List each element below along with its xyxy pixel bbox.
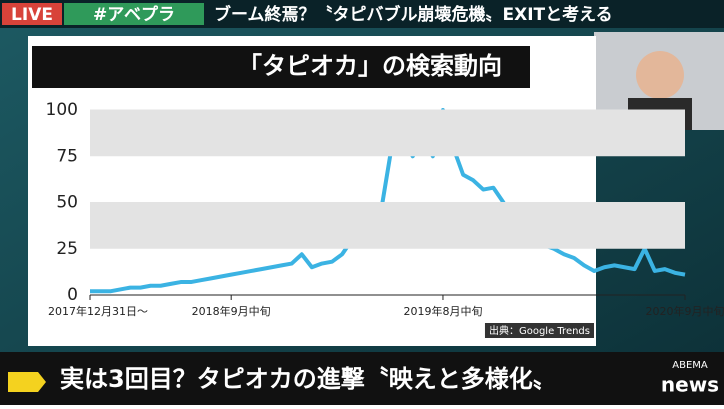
y-tick-label: 50 — [56, 193, 78, 213]
tag-text: #アベプラ — [93, 4, 175, 25]
y-tick-label: 75 — [56, 146, 78, 166]
logo-bottom: news — [661, 373, 719, 397]
headline: ブーム終焉？〝タピバブル崩壊危機〟EXITと考える — [214, 4, 613, 25]
x-tick-label: 2019年8月中旬 — [403, 304, 482, 318]
live-text: LIVE — [11, 5, 53, 25]
y-tick-label: 100 — [46, 100, 78, 120]
y-tick-label: 25 — [56, 239, 78, 259]
y-tick-label: 0 — [67, 285, 78, 305]
x-tick-label: 2020年9月中旬 — [646, 304, 724, 318]
grid-band — [90, 110, 685, 156]
person — [636, 51, 684, 99]
caption-icon — [8, 372, 46, 392]
caption-text: 実は3回目？タピオカの進撃〝映えと多様化〟 — [60, 365, 557, 393]
x-tick-label: 2017年12月31日～ — [48, 304, 148, 318]
logo-top: ABEMA — [672, 360, 708, 371]
x-tick-label: 2018年9月中旬 — [192, 304, 271, 318]
chart-title: 「タピオカ」の検索動向 — [238, 52, 502, 80]
grid-band — [90, 203, 685, 249]
source: 出典：Google Trends — [489, 324, 590, 337]
